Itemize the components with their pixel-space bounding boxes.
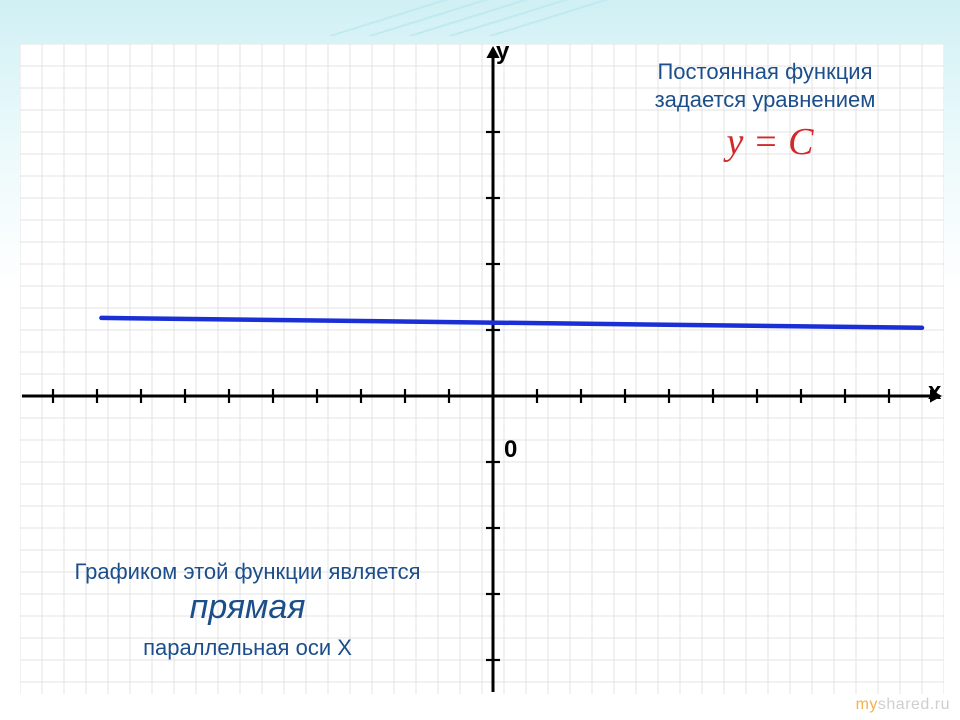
watermark-rest: shared.ru [878,696,950,713]
origin-label: 0 [504,436,517,464]
y-axis-label: y [496,38,509,66]
watermark-prefix: my [856,696,878,713]
top-annotation-line1: Постоянная функция [605,58,925,86]
formula-rhs: C [788,121,813,163]
bottom-annotation-line1: Графиком этой функции является [60,558,435,586]
top-annotation-line2: задается уравнением [605,86,925,114]
formula-lhs: y [727,121,744,163]
formula: y = C [690,120,850,164]
bg-stripes [330,0,650,36]
slide: y x 0 Постоянная функция задается уравне… [0,0,960,720]
x-axis-label: x [928,378,941,406]
watermark: myshared.ru [856,696,950,714]
bottom-annotation-emph: прямая [60,586,435,629]
bottom-annotation: Графиком этой функции является прямая па… [60,558,435,662]
bottom-annotation-line3: параллельная оси Х [60,634,435,662]
top-annotation: Постоянная функция задается уравнением [605,58,925,113]
formula-eq: = [743,121,788,163]
